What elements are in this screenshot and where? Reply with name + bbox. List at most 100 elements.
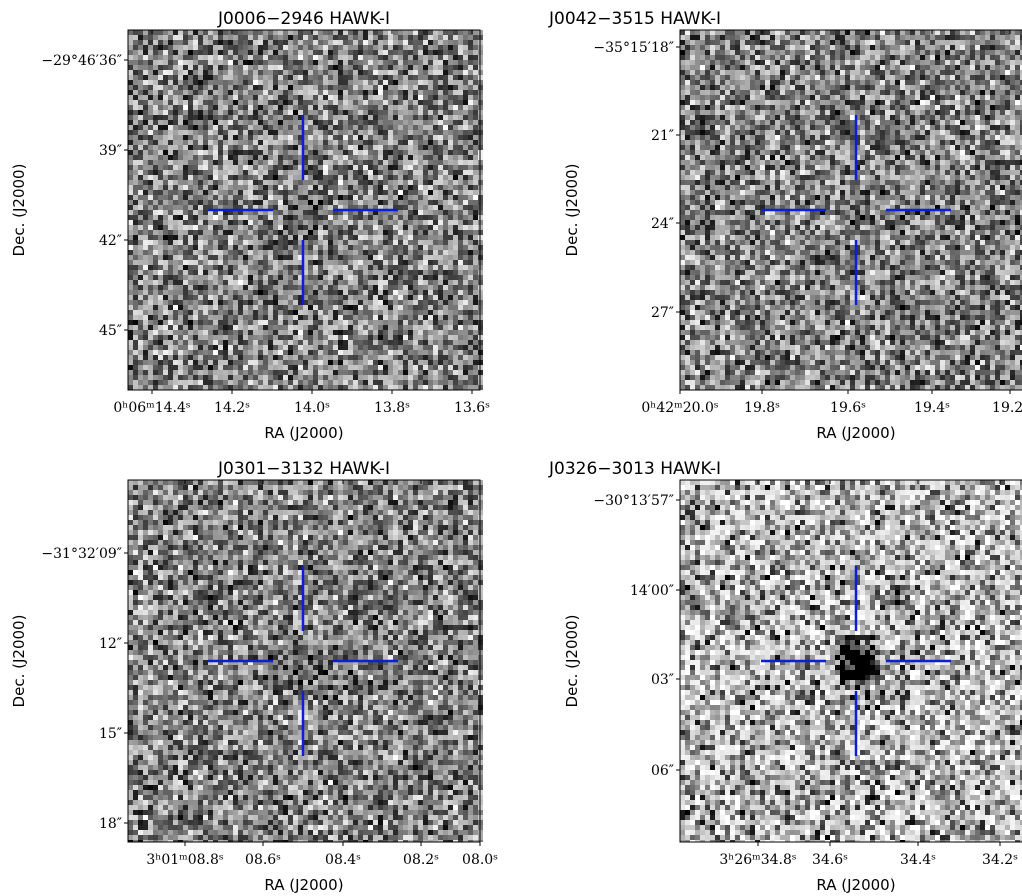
pixel	[328, 280, 333, 285]
pixel	[328, 110, 333, 115]
pixel	[278, 40, 283, 45]
pixel	[188, 120, 193, 125]
pixel	[258, 80, 263, 85]
pixel	[228, 145, 233, 150]
pixel	[303, 100, 308, 105]
pixel	[163, 310, 168, 315]
pixel	[473, 225, 478, 230]
pixel	[408, 145, 413, 150]
pixel	[368, 30, 373, 35]
pixel	[183, 350, 188, 355]
pixel	[458, 45, 463, 50]
pixel	[268, 130, 273, 135]
pixel	[373, 150, 378, 155]
pixel	[273, 95, 278, 100]
pixel	[313, 125, 318, 130]
pixel	[363, 165, 368, 170]
pixel	[168, 190, 173, 195]
pixel	[343, 200, 348, 205]
pixel	[258, 120, 263, 125]
pixel	[148, 45, 153, 50]
pixel	[168, 330, 173, 335]
pixel	[413, 285, 418, 290]
pixel	[423, 140, 428, 145]
pixel	[188, 95, 193, 100]
pixel	[318, 60, 323, 65]
pixel	[268, 320, 273, 325]
pixel	[318, 120, 323, 125]
pixel	[243, 270, 248, 275]
pixel	[233, 340, 238, 345]
pixel	[453, 245, 458, 250]
pixel	[283, 345, 288, 350]
pixel	[323, 355, 328, 360]
pixel	[308, 280, 313, 285]
pixel	[218, 220, 223, 225]
pixel	[243, 185, 248, 190]
pixel	[218, 270, 223, 275]
pixel	[388, 155, 393, 160]
pixel	[438, 175, 443, 180]
pixel	[313, 270, 318, 275]
pixel	[128, 380, 133, 385]
pixel	[303, 295, 308, 300]
pixel	[203, 75, 208, 80]
pixel	[248, 100, 253, 105]
pixel	[223, 220, 228, 225]
pixel	[473, 200, 478, 205]
pixel	[293, 110, 298, 115]
pixel	[213, 220, 218, 225]
pixel	[458, 170, 463, 175]
pixel	[233, 185, 238, 190]
pixel	[413, 120, 418, 125]
pixel	[228, 355, 233, 360]
pixel	[208, 115, 213, 120]
pixel	[128, 205, 133, 210]
pixel	[318, 325, 323, 330]
pixel	[178, 320, 183, 325]
pixel	[418, 220, 423, 225]
pixel	[263, 315, 268, 320]
pixel	[468, 140, 473, 145]
pixel	[213, 65, 218, 70]
pixel	[193, 290, 198, 295]
pixel	[133, 255, 138, 260]
pixel	[198, 380, 203, 385]
pixel	[418, 160, 423, 165]
pixel	[243, 300, 248, 305]
pixel	[358, 115, 363, 120]
pixel	[153, 275, 158, 280]
pixel	[283, 150, 288, 155]
pixel	[203, 170, 208, 175]
pixel	[248, 325, 253, 330]
pixel	[223, 340, 228, 345]
pixel	[308, 290, 313, 295]
pixel	[383, 195, 388, 200]
pixel	[268, 165, 273, 170]
pixel	[243, 45, 248, 50]
pixel	[383, 45, 388, 50]
pixel	[333, 240, 338, 245]
pixel	[253, 380, 258, 385]
pixel	[428, 240, 433, 245]
pixel	[288, 75, 293, 80]
pixel	[208, 315, 213, 320]
pixel	[263, 340, 268, 345]
pixel	[473, 350, 478, 355]
pixel	[168, 115, 173, 120]
pixel	[403, 180, 408, 185]
pixel	[128, 185, 133, 190]
pixel	[428, 115, 433, 120]
pixel	[133, 315, 138, 320]
pixel	[313, 110, 318, 115]
pixel	[403, 110, 408, 115]
pixel	[428, 285, 433, 290]
pixel	[408, 205, 413, 210]
pixel	[138, 170, 143, 175]
pixel	[128, 230, 133, 235]
pixel	[303, 225, 308, 230]
pixel	[453, 305, 458, 310]
pixel	[243, 220, 248, 225]
pixel	[288, 145, 293, 150]
pixel	[398, 180, 403, 185]
